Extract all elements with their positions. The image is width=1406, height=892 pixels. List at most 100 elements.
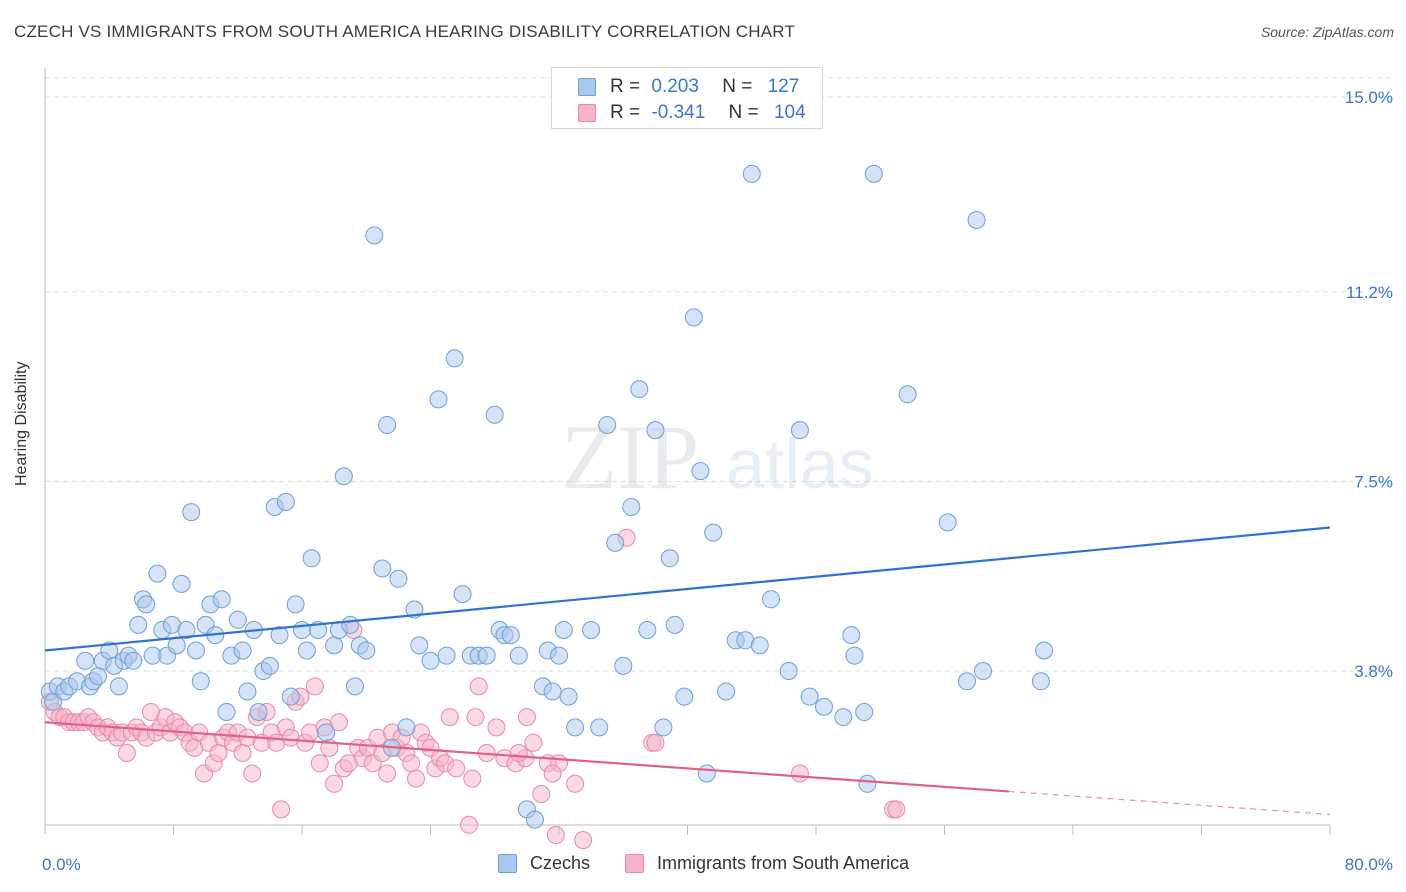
czechs-point [790, 421, 809, 440]
legend-row-text-immigrants: R = -0.341 N = 104 [610, 102, 806, 124]
immigrants-point [566, 774, 585, 793]
immigrants-point [887, 800, 906, 819]
czechs-point [614, 656, 633, 675]
czechs-point [373, 559, 392, 578]
czechs-point [187, 641, 205, 660]
czechs-point [704, 523, 723, 542]
czechs-point [834, 708, 853, 727]
czechs-point [397, 718, 416, 737]
czechs-point [967, 211, 986, 229]
czechs-point [410, 636, 429, 655]
czechs-point [606, 533, 625, 552]
czechs-point [646, 421, 665, 440]
legend-row-text-czechs: R = 0.203 N = 127 [610, 76, 799, 98]
czechs-point [89, 667, 107, 686]
legend-label-czechs: Czechs [530, 853, 591, 873]
czechs-point [750, 636, 769, 655]
source-label: Source: ZipAtlas.com [1260, 24, 1394, 40]
czechs-point [974, 662, 992, 680]
czechs-point [477, 646, 496, 665]
czechs-point [675, 687, 694, 706]
legend-swatch-pink [625, 854, 644, 873]
legend-swatch-pink [578, 104, 596, 122]
czechs-point [800, 687, 819, 706]
grid-lines [45, 77, 1392, 672]
czechs-point [233, 641, 252, 660]
immigrants-point [233, 744, 252, 762]
immigrants-point [329, 713, 348, 732]
immigrants-point [574, 831, 593, 850]
czechs-point [182, 503, 201, 522]
czechs-point [325, 636, 344, 655]
x-tick-label-min: 0.0% [42, 855, 81, 874]
czechs-point [281, 687, 300, 706]
czechs-point [762, 590, 780, 609]
immigrants-point [460, 815, 478, 834]
watermark: ZIP atlas [561, 406, 874, 508]
immigrants-trend-extension [1008, 790, 1331, 816]
czechs-point [270, 626, 289, 645]
czechs-point [582, 621, 601, 639]
czechs-point [421, 651, 440, 670]
czechs-point [191, 672, 210, 691]
y-tick-label: 7.5% [1354, 472, 1393, 491]
legend-n-value: 127 [767, 76, 800, 97]
immigrants-point [325, 774, 344, 793]
legend-label-immigrants: Immigrants from South America [657, 853, 910, 873]
series-czechs-points [40, 164, 1054, 829]
legend-n-label: N = [728, 102, 759, 123]
czechs-point [742, 164, 761, 183]
czechs-point [554, 621, 573, 639]
czechs-point [815, 697, 833, 716]
czechs-point [660, 549, 679, 568]
czechs-point [590, 718, 609, 737]
correlation-legend: R = 0.203 N = 127 R = -0.341 N = 104 [551, 67, 823, 129]
czechs-point [302, 549, 321, 568]
czechs-point [212, 590, 231, 609]
czechs-point [684, 308, 703, 327]
czechs-point [228, 610, 247, 629]
czechs-point [1031, 672, 1050, 691]
czechs-point [357, 641, 376, 660]
immigrants-point [402, 754, 421, 773]
watermark-zip: ZIP [561, 406, 699, 508]
czechs-point [550, 646, 568, 665]
czechs-point [845, 646, 864, 665]
czechs-point [317, 723, 336, 742]
czechs-point [509, 646, 528, 665]
immigrants-point [447, 759, 466, 778]
immigrants-point [466, 708, 485, 727]
y-tick-label: 15.0% [1345, 88, 1393, 107]
czechs-point [566, 718, 585, 737]
czechs-trend-line [44, 526, 1331, 652]
y-tick-label: 11.2% [1346, 283, 1393, 302]
immigrants-point [463, 769, 482, 788]
immigrants-point [117, 744, 136, 762]
y-tick-label: 3.8% [1354, 662, 1393, 681]
czechs-point [286, 595, 305, 614]
immigrants-point [790, 764, 809, 783]
chart-title: CZECH VS IMMIGRANTS FROM SOUTH AMERICA H… [14, 22, 796, 41]
czechs-point [148, 564, 167, 583]
legend-swatch-blue [578, 78, 596, 96]
immigrants-point [546, 826, 565, 844]
czechs-point [598, 416, 617, 434]
legend-r-label: R = [610, 76, 641, 97]
legend-n-label: N = [722, 76, 753, 97]
immigrants-point [517, 708, 536, 727]
immigrants-point [532, 785, 551, 803]
czechs-point [485, 405, 504, 424]
immigrants-point [305, 677, 324, 696]
czechs-point [346, 677, 364, 696]
czechs-point [445, 349, 464, 368]
legend-swatch-blue [498, 854, 517, 873]
czechs-point [389, 569, 408, 588]
czechs-point [276, 492, 295, 511]
immigrants-point [469, 677, 488, 696]
czechs-point [172, 574, 191, 593]
legend-r-label: R = [610, 102, 641, 123]
czechs-point [238, 682, 257, 701]
immigrants-point [272, 800, 291, 819]
immigrants-point [646, 733, 665, 752]
immigrants-point [243, 764, 262, 783]
